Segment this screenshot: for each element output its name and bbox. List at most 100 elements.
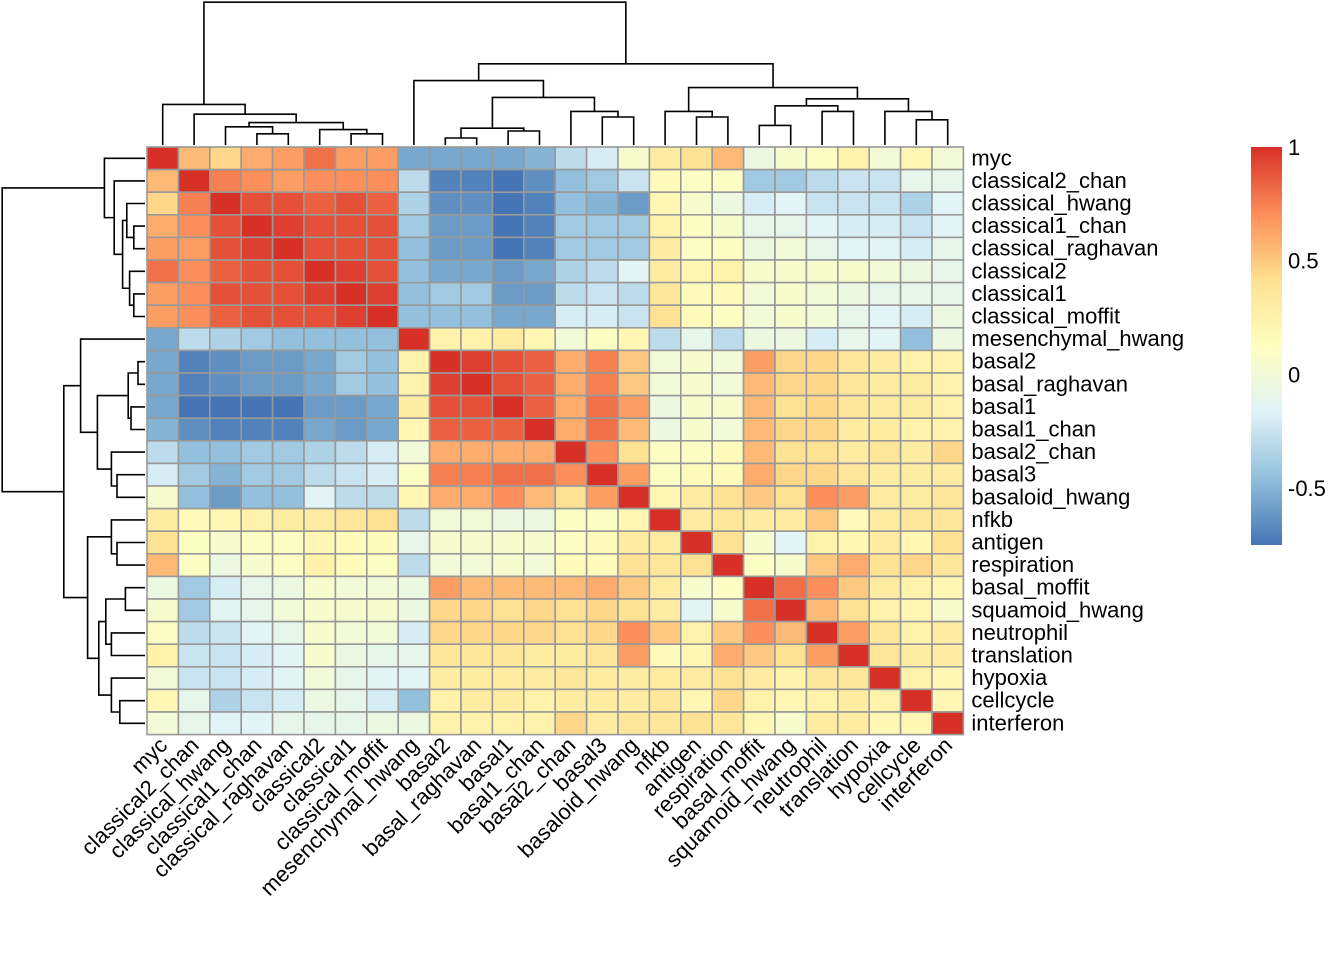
heatmap-cell <box>209 530 243 555</box>
heatmap-cell <box>397 394 431 420</box>
heatmap-cell <box>491 259 525 284</box>
heatmap-cell <box>271 304 305 329</box>
row-label: classical_moffit <box>971 304 1120 329</box>
heatmap-cell <box>899 643 933 668</box>
heatmap-cell <box>805 552 839 578</box>
row-label: classical2 <box>971 258 1066 283</box>
heatmap-cell <box>554 259 588 284</box>
heatmap-cell <box>742 552 776 578</box>
heatmap-cell <box>679 485 713 510</box>
heatmap-cell <box>648 507 682 533</box>
heatmap-cell <box>491 688 525 713</box>
heatmap-cell <box>209 259 243 284</box>
heatmap-cell <box>271 688 305 713</box>
heatmap-cell <box>460 191 494 216</box>
heatmap-cell <box>774 462 808 487</box>
heatmap-cell <box>617 620 651 645</box>
heatmap-cell <box>742 665 776 691</box>
dendrogram-branch <box>758 124 792 145</box>
heatmap-cell <box>648 485 682 510</box>
heatmap-cell <box>679 711 713 736</box>
heatmap-cell <box>240 575 274 600</box>
heatmap-cell <box>334 372 368 397</box>
heatmap-cell <box>522 620 556 645</box>
heatmap-cell <box>460 711 494 736</box>
heatmap-cell <box>397 575 431 600</box>
heatmap-cell <box>460 688 494 713</box>
heatmap-cell <box>428 372 462 397</box>
heatmap-cell <box>648 191 682 216</box>
heatmap-cell <box>491 417 525 442</box>
heatmap-cell <box>899 304 933 329</box>
heatmap-cell <box>303 620 337 645</box>
heatmap-cell <box>899 507 933 533</box>
heatmap-cell <box>931 191 965 216</box>
heatmap-cell <box>742 326 776 352</box>
heatmap-cell <box>146 665 180 691</box>
heatmap-cell <box>617 304 651 329</box>
heatmap-cell <box>585 530 619 555</box>
heatmap-cell <box>774 372 808 397</box>
heatmap-cell <box>931 688 965 713</box>
heatmap-cell <box>365 643 399 668</box>
legend-tick-label: 0.5 <box>1288 249 1319 274</box>
heatmap-cell <box>177 507 211 533</box>
heatmap-cell <box>365 259 399 284</box>
dendrogram-branch <box>460 127 525 138</box>
heatmap-cell <box>522 598 556 623</box>
heatmap-cell <box>836 530 870 555</box>
heatmap-cell <box>836 711 870 736</box>
heatmap-cell <box>711 146 745 171</box>
heatmap-cell <box>460 236 494 261</box>
heatmap-cell <box>334 259 368 284</box>
heatmap-cell <box>805 711 839 736</box>
heatmap-cell <box>460 168 494 194</box>
dendrogram-branch <box>119 699 145 725</box>
heatmap-cell <box>711 259 745 284</box>
row-label: classical_hwang <box>971 191 1131 216</box>
row-label: myc <box>971 145 1011 170</box>
heatmap-cell <box>585 417 619 442</box>
heatmap-cell <box>177 146 211 171</box>
heatmap-cell <box>868 259 902 284</box>
heatmap-cell <box>585 507 619 533</box>
dendrogram-branch <box>105 598 126 645</box>
heatmap-cell <box>522 417 556 442</box>
heatmap-cell <box>271 372 305 397</box>
heatmap-cell <box>554 530 588 555</box>
heatmap-cell <box>491 304 525 329</box>
dendrogram-branch <box>63 384 88 599</box>
heatmap-cell <box>209 394 243 420</box>
heatmap-cell <box>711 462 745 487</box>
heatmap-cell <box>209 417 243 442</box>
row-label: basaloid_hwang <box>971 484 1130 509</box>
heatmap-cell <box>585 552 619 578</box>
heatmap-cell <box>365 711 399 736</box>
heatmap-cell <box>554 643 588 668</box>
dendrogram-branch <box>79 338 145 434</box>
heatmap-cell <box>460 349 494 374</box>
heatmap-cell <box>428 462 462 487</box>
heatmap-cell <box>491 530 525 555</box>
heatmap-cell <box>460 665 494 691</box>
heatmap-cell <box>554 507 588 533</box>
row-label: interferon <box>971 710 1064 735</box>
heatmap-cell <box>209 304 243 329</box>
heatmap-cell <box>428 349 462 374</box>
heatmap-cell <box>522 688 556 713</box>
heatmap-cell <box>177 214 211 239</box>
dendrogram-branch <box>318 128 368 145</box>
heatmap-cell <box>648 575 682 600</box>
heatmap-cell <box>397 688 431 713</box>
heatmap-cell <box>617 214 651 239</box>
heatmap-cell <box>334 711 368 736</box>
heatmap-cell <box>491 575 525 600</box>
heatmap-cell <box>648 620 682 645</box>
heatmap-cell <box>742 168 776 194</box>
heatmap-cell <box>931 372 965 397</box>
heatmap-cell <box>648 643 682 668</box>
heatmap-cell <box>491 665 525 691</box>
heatmap-cell <box>931 439 965 465</box>
heatmap-cell <box>711 214 745 239</box>
heatmap-cell <box>805 191 839 216</box>
